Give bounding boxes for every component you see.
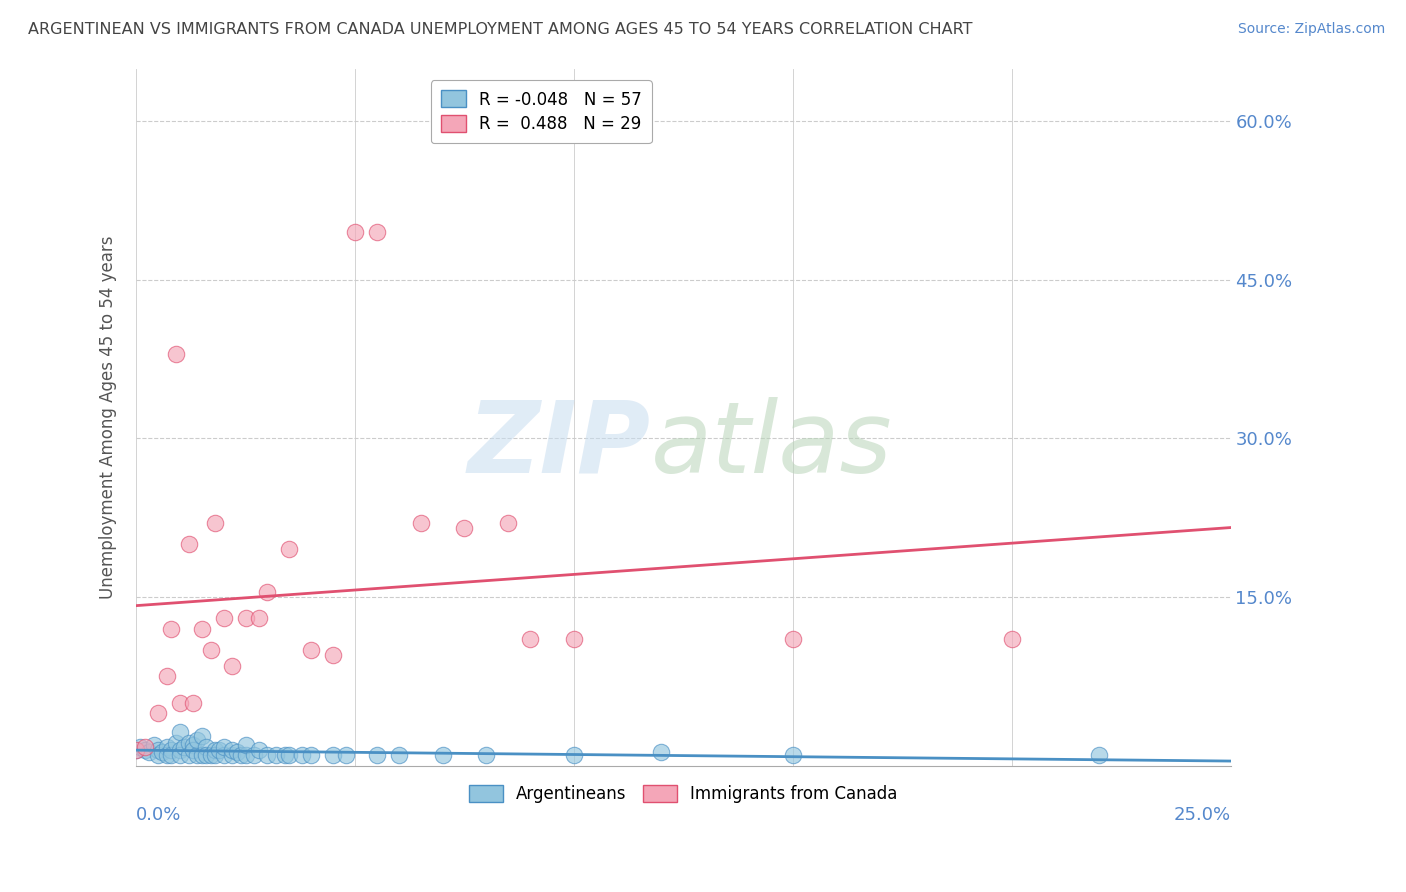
Point bbox=[782, 748, 804, 763]
Point bbox=[169, 696, 191, 710]
Point bbox=[191, 622, 214, 636]
Point bbox=[409, 516, 432, 530]
Point bbox=[134, 743, 156, 757]
Point bbox=[191, 748, 214, 763]
Point bbox=[278, 542, 301, 557]
Point bbox=[1088, 748, 1111, 763]
Point bbox=[274, 748, 297, 763]
Point bbox=[204, 516, 226, 530]
Point bbox=[169, 725, 191, 739]
Point bbox=[160, 743, 183, 757]
Point bbox=[366, 225, 388, 239]
Point bbox=[562, 748, 585, 763]
Point bbox=[191, 730, 214, 744]
Point bbox=[138, 745, 160, 759]
Point bbox=[156, 748, 179, 763]
Point bbox=[221, 743, 243, 757]
Point bbox=[204, 748, 226, 763]
Point bbox=[299, 748, 322, 763]
Point bbox=[177, 537, 200, 551]
Point bbox=[146, 706, 169, 720]
Point bbox=[322, 748, 344, 763]
Point bbox=[181, 738, 204, 752]
Point bbox=[366, 748, 388, 763]
Point bbox=[134, 739, 156, 754]
Point bbox=[247, 611, 270, 625]
Point bbox=[177, 748, 200, 763]
Point bbox=[453, 521, 475, 535]
Y-axis label: Unemployment Among Ages 45 to 54 years: Unemployment Among Ages 45 to 54 years bbox=[100, 235, 117, 599]
Point bbox=[169, 748, 191, 763]
Point bbox=[235, 738, 257, 752]
Point bbox=[432, 748, 454, 763]
Point bbox=[221, 658, 243, 673]
Point bbox=[204, 743, 226, 757]
Text: 0.0%: 0.0% bbox=[136, 806, 181, 824]
Point bbox=[200, 748, 222, 763]
Text: Source: ZipAtlas.com: Source: ZipAtlas.com bbox=[1237, 22, 1385, 37]
Point bbox=[186, 748, 208, 763]
Point bbox=[156, 669, 179, 683]
Point bbox=[212, 739, 235, 754]
Point bbox=[343, 225, 366, 239]
Point bbox=[278, 748, 301, 763]
Point bbox=[212, 611, 235, 625]
Point bbox=[650, 745, 672, 759]
Point bbox=[195, 748, 218, 763]
Point bbox=[247, 743, 270, 757]
Point bbox=[186, 732, 208, 747]
Text: ARGENTINEAN VS IMMIGRANTS FROM CANADA UNEMPLOYMENT AMONG AGES 45 TO 54 YEARS COR: ARGENTINEAN VS IMMIGRANTS FROM CANADA UN… bbox=[28, 22, 973, 37]
Point bbox=[322, 648, 344, 662]
Point bbox=[129, 739, 152, 754]
Point bbox=[195, 739, 218, 754]
Point bbox=[299, 642, 322, 657]
Point bbox=[125, 743, 148, 757]
Point bbox=[165, 347, 187, 361]
Point bbox=[221, 748, 243, 763]
Text: atlas: atlas bbox=[651, 397, 893, 493]
Point bbox=[146, 743, 169, 757]
Point bbox=[562, 632, 585, 647]
Point bbox=[160, 748, 183, 763]
Point bbox=[519, 632, 541, 647]
Point bbox=[181, 743, 204, 757]
Point bbox=[173, 739, 195, 754]
Text: 25.0%: 25.0% bbox=[1174, 806, 1230, 824]
Point bbox=[782, 632, 804, 647]
Point bbox=[235, 611, 257, 625]
Point bbox=[146, 748, 169, 763]
Point bbox=[200, 642, 222, 657]
Point bbox=[1001, 632, 1024, 647]
Point bbox=[256, 748, 278, 763]
Point bbox=[496, 516, 519, 530]
Point bbox=[291, 748, 314, 763]
Point bbox=[225, 745, 247, 759]
Point bbox=[165, 736, 187, 750]
Point bbox=[125, 743, 148, 757]
Point bbox=[231, 748, 253, 763]
Point bbox=[208, 743, 231, 757]
Point bbox=[475, 748, 498, 763]
Point bbox=[388, 748, 411, 763]
Point bbox=[156, 739, 179, 754]
Legend: Argentineans, Immigrants from Canada: Argentineans, Immigrants from Canada bbox=[463, 779, 904, 810]
Point bbox=[256, 584, 278, 599]
Point bbox=[169, 743, 191, 757]
Point bbox=[150, 745, 173, 759]
Text: ZIP: ZIP bbox=[468, 397, 651, 493]
Point bbox=[212, 748, 235, 763]
Point bbox=[160, 622, 183, 636]
Point bbox=[235, 748, 257, 763]
Point bbox=[142, 738, 165, 752]
Point bbox=[335, 748, 357, 763]
Point bbox=[177, 736, 200, 750]
Point bbox=[243, 748, 266, 763]
Point bbox=[181, 696, 204, 710]
Point bbox=[264, 748, 287, 763]
